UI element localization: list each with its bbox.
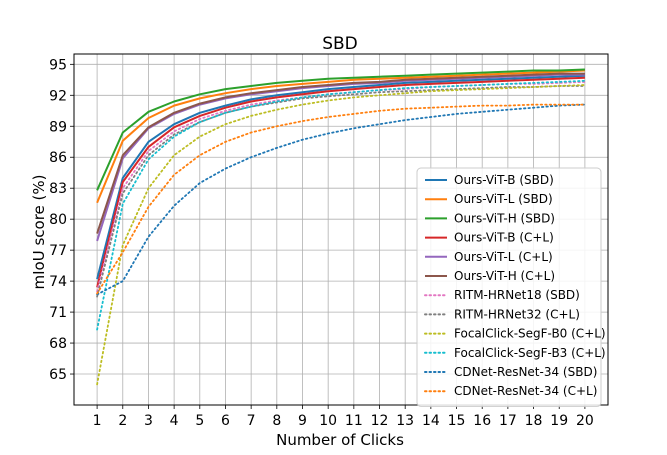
x-tick-label: 6 xyxy=(221,413,230,429)
x-tick-label: 20 xyxy=(576,413,594,429)
x-tick-label: 1 xyxy=(93,413,102,429)
legend-frame xyxy=(416,167,602,407)
legend: Ours-ViT-B (SBD) Ours-ViT-L (SBD) Ours-ViT… xyxy=(416,167,606,407)
y-tick-label: 74 xyxy=(49,274,67,290)
legend-label: Ours-ViT-H (SBD) xyxy=(454,211,555,225)
series-line-10 xyxy=(96,79,586,331)
legend-label: FocalClick-SegF-B0 (C+L) xyxy=(454,327,606,341)
x-tick-label: 15 xyxy=(448,413,466,429)
x-tick-label: 13 xyxy=(396,413,414,429)
chart-title: SBD xyxy=(322,34,358,54)
x-tick-label: 11 xyxy=(345,413,363,429)
y-axis-title: mIoU score (%) xyxy=(30,175,48,290)
series-layer xyxy=(96,68,586,386)
y-tick-label: 77 xyxy=(49,243,67,259)
series-line-2 xyxy=(96,69,585,204)
x-tick-label: 5 xyxy=(195,413,204,429)
x-tick-label: 9 xyxy=(298,413,307,429)
x-tick-label: 16 xyxy=(473,413,491,429)
legend-label: Ours-ViT-L (C+L) xyxy=(454,250,553,264)
y-tick-label: 89 xyxy=(49,119,67,135)
y-tick-label: 65 xyxy=(49,367,67,383)
tick-layer: 1 2 3 4 5 6 7 8 9 10 11 12 13 14 15 16 17 18 19 20656871747… xyxy=(49,57,594,429)
series-line-8 xyxy=(96,85,586,298)
series-line-6 xyxy=(96,72,585,234)
y-tick-label: 86 xyxy=(49,150,67,166)
legend-label: CDNet-ResNet-34 (SBD) xyxy=(454,365,597,379)
x-tick-label: 19 xyxy=(550,413,568,429)
legend-label: RITM-HRNet32 (C+L) xyxy=(454,307,580,321)
series-line-11 xyxy=(96,103,586,296)
y-tick-label: 95 xyxy=(49,57,67,73)
series-line-4 xyxy=(96,76,585,288)
x-tick-label: 7 xyxy=(247,413,256,429)
x-tick-label: 12 xyxy=(371,413,389,429)
y-tick-label: 68 xyxy=(49,336,67,352)
plot-frame xyxy=(73,53,609,406)
x-tick-label: 18 xyxy=(525,413,543,429)
y-tick-label: 92 xyxy=(49,88,67,104)
y-tick-label: 83 xyxy=(49,181,67,197)
x-axis-title: Number of Clicks xyxy=(276,431,404,449)
legend-label: Ours-ViT-B (SBD) xyxy=(454,173,554,187)
series-line-1 xyxy=(96,74,585,280)
y-tick-label: 80 xyxy=(49,212,67,228)
legend-label: RITM-HRNet18 (SBD) xyxy=(454,288,580,302)
x-tick-label: 17 xyxy=(499,413,517,429)
x-tick-label: 2 xyxy=(118,413,127,429)
x-tick-label: 3 xyxy=(144,413,153,429)
legend-label: FocalClick-SegF-B3 (C+L) xyxy=(454,346,606,360)
y-tick-label: 71 xyxy=(49,305,67,321)
legend-label: Ours-ViT-H (C+L) xyxy=(454,269,555,283)
x-tick-label: 14 xyxy=(422,413,440,429)
legend-label: CDNet-ResNet-34 (C+L) xyxy=(454,384,597,398)
x-tick-label: 4 xyxy=(170,413,179,429)
x-tick-label: 8 xyxy=(272,413,281,429)
series-line-9 xyxy=(96,84,586,386)
series-line-3 xyxy=(96,68,585,191)
legend-label: Ours-ViT-L (SBD) xyxy=(454,192,553,206)
x-tick-label: 10 xyxy=(319,413,337,429)
legend-label: Ours-ViT-B (C+L) xyxy=(454,231,554,245)
